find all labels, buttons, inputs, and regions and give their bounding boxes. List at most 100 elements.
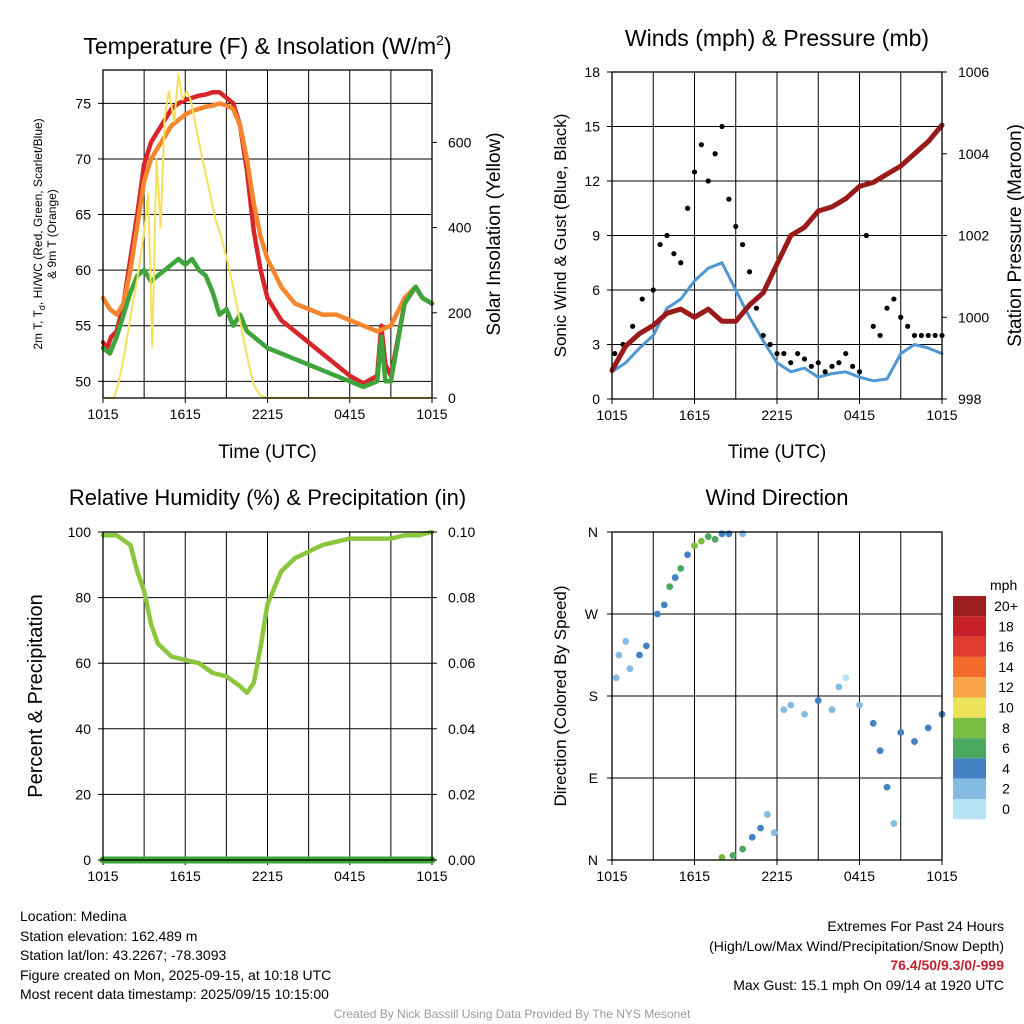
gust-point: [781, 350, 787, 357]
direction-point: [718, 853, 726, 861]
y-tick-label: W: [585, 606, 599, 622]
extremes-title: Extremes For Past 24 Hours: [827, 918, 1004, 934]
direction-point: [876, 747, 884, 755]
x-tick-label: 1615: [170, 868, 201, 884]
y-tick-label: S: [589, 688, 598, 704]
direction-point: [653, 610, 661, 618]
y2-tick-label: 1002: [958, 228, 989, 244]
x-tick-label: 1015: [596, 868, 627, 884]
latlon-text: Station lat/lon: 43.2267; -78.3093: [20, 947, 227, 963]
humidity-line: [100, 529, 435, 695]
direction-point: [660, 601, 668, 609]
y2-tick-label: 1004: [958, 146, 989, 162]
gust-point: [788, 360, 794, 366]
direction-point: [684, 551, 692, 559]
pressure-line: [609, 122, 945, 373]
gust-point: [691, 169, 698, 175]
x-tick-label: 1015: [87, 406, 118, 422]
gust-point: [671, 251, 677, 257]
x-tick-label: 1015: [596, 407, 627, 423]
y-tick-label: 15: [584, 119, 600, 135]
x-tick-label: 1015: [87, 868, 118, 884]
created-text: Figure created on Mon, 2025-09-15, at 10…: [20, 966, 332, 983]
legend-label: 8: [1002, 720, 1010, 736]
y2-tick-label: 0: [448, 390, 456, 406]
x-tick-label: 1015: [416, 406, 447, 422]
direction-point: [787, 701, 795, 709]
y2-tick-label: 0.06: [448, 655, 475, 671]
y-tick-label: 50: [75, 373, 91, 389]
station-info: Location: Medina Station elevation: 162.…: [20, 907, 331, 1005]
gust-point: [650, 287, 656, 293]
gust-point: [808, 363, 814, 369]
mesonet-figure: 1015 1615 2215 0415 101550556065707502004006…: [25, 25, 1024, 884]
max-gust-text: Max Gust: 15.1 mph On 09/14 at 1920 UTC: [733, 976, 1004, 993]
gust-point: [760, 332, 766, 339]
y2-tick-label: 0.08: [448, 590, 475, 606]
chart-title: Winds (mph) & Pressure (mb): [625, 25, 929, 51]
direction-point: [691, 542, 698, 550]
y-tick-label: 18: [584, 64, 600, 80]
direction-point: [897, 729, 905, 736]
y-tick-label: 3: [592, 337, 600, 353]
gust-point: [774, 350, 780, 357]
y2-tick-label: 0.00: [448, 852, 475, 868]
gust-point: [685, 205, 691, 211]
gust-point: [815, 360, 821, 366]
direction-point: [677, 565, 685, 572]
y-tick-label: 9: [592, 228, 600, 244]
x-tick-label: 2215: [761, 868, 792, 884]
gust-point: [712, 151, 718, 157]
x-tick-label: 1015: [926, 407, 957, 423]
legend-swatch: [953, 799, 986, 820]
plot-border: [611, 531, 943, 861]
direction-point: [770, 829, 778, 837]
legend-label: 4: [1002, 760, 1010, 776]
direction-point: [666, 583, 674, 591]
legend-title: mph: [990, 577, 1017, 593]
gust-point: [877, 332, 883, 339]
y2-tick-label: 400: [448, 220, 472, 236]
elevation-text: Station elevation: 162.489 m: [20, 927, 198, 944]
direction-point: [835, 683, 843, 691]
legend-swatch: [953, 596, 986, 617]
direction-point: [626, 665, 634, 673]
x-axis-label: Time (UTC): [218, 442, 317, 463]
y-tick-label: 6: [592, 282, 600, 298]
gust-point: [925, 332, 931, 339]
extremes-box: Extremes For Past 24 Hours (High/Low/Max…: [709, 917, 1004, 995]
y-axis-label: 2m T, Td, HI/WC (Red, Green, Scarlet/Blu…: [31, 118, 59, 349]
speed-legend: mph 20+ 18 16 14 12 10 8 6 4 2 0: [953, 577, 1018, 820]
gust-point: [801, 356, 808, 362]
direction-point: [780, 706, 788, 714]
direction-point: [842, 674, 850, 682]
extremes-values: 76.4/50/9.3/0/-999: [890, 957, 1004, 973]
legend-swatch: [953, 717, 986, 739]
x-tick-label: 1615: [679, 407, 710, 423]
legend-label: 6: [1002, 740, 1010, 756]
x-tick-label: 2215: [252, 868, 283, 884]
y2-tick-label: 0.04: [448, 721, 475, 737]
legend-label: 0: [1002, 801, 1010, 817]
y2-tick-label: 600: [448, 134, 472, 150]
gust-point: [767, 341, 773, 348]
direction-point: [729, 852, 737, 859]
y2-tick-label: 1000: [958, 309, 989, 325]
direction-point: [711, 535, 719, 543]
gust-point: [612, 350, 618, 357]
gust-point: [836, 360, 842, 366]
gust-point: [746, 269, 753, 275]
legend-label: 18: [998, 618, 1014, 634]
panel-humidity: 1015 1615 2215 0415 10150204060801000.000.02…: [25, 485, 475, 884]
gust-point: [884, 305, 890, 311]
x-tick-label: 0415: [844, 407, 875, 423]
y-axis-label: Direction (Colored By Speed): [551, 585, 570, 806]
direction-point: [757, 824, 764, 832]
gust-point: [843, 350, 849, 357]
direction-point: [869, 719, 877, 727]
x-tick-label: 2215: [761, 407, 792, 423]
wind-line: [610, 261, 944, 383]
gust-point: [905, 323, 911, 329]
series-line-1: [100, 101, 435, 334]
direction-point: [890, 820, 898, 827]
